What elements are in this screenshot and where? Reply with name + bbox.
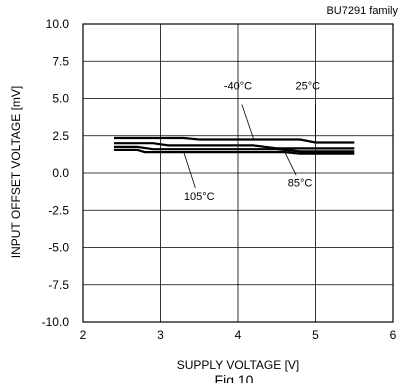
y-tick-label: 0.0 — [52, 166, 69, 180]
series-line — [114, 148, 355, 155]
y-tick-label: 2.5 — [52, 129, 69, 143]
x-tick-label: 4 — [235, 328, 242, 342]
series-annotation: -40°C — [224, 81, 252, 93]
grid — [82, 23, 394, 323]
y-tick-labels: 10.0 7.5 5.0 2.5 0.0 -2.5 -5.0 -7.5 -10.0 — [42, 17, 70, 329]
y-tick-label: -2.5 — [48, 203, 69, 217]
y-tick-label: 7.5 — [52, 54, 69, 68]
y-tick-label: 5.0 — [52, 92, 69, 106]
annotation-leader — [183, 152, 196, 189]
annotation-leader — [241, 104, 254, 139]
series-annotation: 25°C — [295, 81, 320, 93]
plot-frame — [82, 23, 394, 323]
x-tick-label: 5 — [312, 328, 319, 342]
series-lines — [114, 136, 355, 155]
y-tick-label: -7.5 — [48, 278, 69, 292]
series-line — [114, 145, 355, 153]
series-annotation: 105°C — [184, 191, 215, 203]
figure-caption: Fig.10 — [215, 372, 254, 383]
series-line — [114, 136, 355, 144]
series-annotation: 85°C — [288, 177, 313, 189]
x-tick-labels: 2 3 4 5 6 — [80, 328, 397, 342]
y-axis-label: INPUT OFFSET VOLTAGE [mV] — [9, 86, 23, 258]
x-tick-label: 3 — [157, 328, 164, 342]
x-tick-label: 2 — [80, 328, 87, 342]
x-tick-label: 6 — [390, 328, 397, 342]
series-line — [114, 142, 355, 150]
series-annotations: -40°C 25°C 85°C 105°C — [183, 81, 320, 203]
y-tick-label: -10.0 — [42, 315, 70, 329]
y-tick-label: -5.0 — [48, 241, 69, 255]
annotation-leader — [284, 151, 297, 176]
chart-title: BU7291 family — [326, 5, 398, 17]
x-axis-label: SUPPLY VOLTAGE [V] — [177, 358, 300, 372]
y-tick-label: 10.0 — [46, 17, 70, 31]
